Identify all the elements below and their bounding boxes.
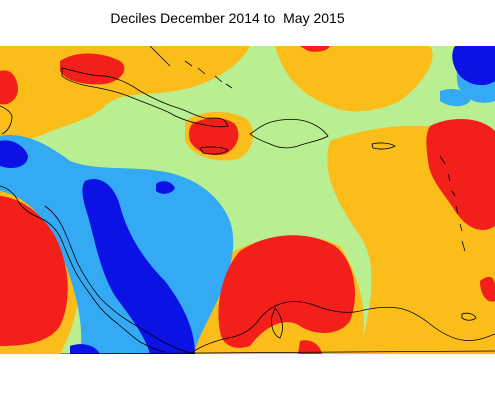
decile-map bbox=[0, 46, 495, 354]
very-wet-zones bbox=[0, 46, 495, 354]
very-dry-zones bbox=[0, 46, 495, 354]
map-title: Deciles December 2014 to May 2015 bbox=[110, 10, 345, 26]
decile-map-canvas bbox=[0, 46, 495, 354]
coastlines bbox=[0, 46, 495, 354]
